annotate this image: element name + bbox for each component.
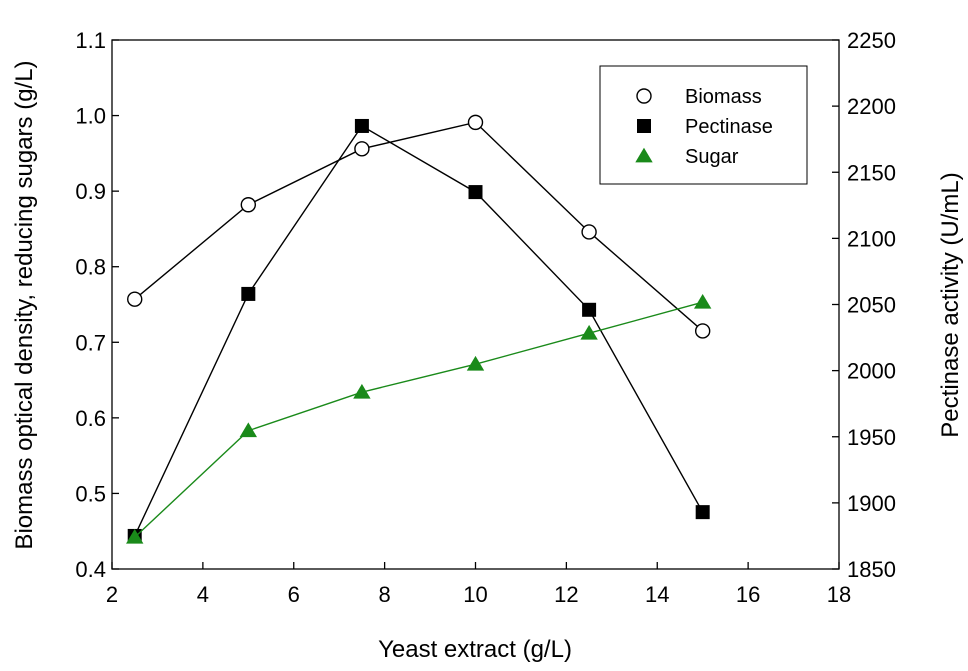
data-point-biomass <box>128 292 142 306</box>
legend-label-pectinase: Pectinase <box>685 116 773 138</box>
x-tick-label: 8 <box>379 582 391 607</box>
x-tick-label: 12 <box>554 582 578 607</box>
y-tick-label: 1.1 <box>75 28 106 53</box>
data-point-sugar <box>581 326 597 340</box>
x-axis-label: Yeast extract (g/L) <box>378 636 572 663</box>
y2-axis-ticks: 1850 1900 1950 2000 2050 2100 2150 2200 2250 <box>832 28 896 582</box>
x-tick-label: 2 <box>106 582 118 607</box>
series-line-sugar <box>135 302 703 537</box>
legend-marker-biomass <box>637 89 651 103</box>
y-axis-label: Biomass optical density, reducing sugars… <box>11 60 38 549</box>
data-point-sugar <box>240 423 256 437</box>
y-tick-label: 0.8 <box>75 255 106 280</box>
legend: Biomass Pectinase Sugar <box>600 66 807 184</box>
data-point-pectinase <box>242 287 255 300</box>
legend-marker-pectinase <box>638 120 651 133</box>
data-point-biomass <box>582 225 596 239</box>
x-tick-label: 10 <box>463 582 487 607</box>
series-sugar <box>127 295 711 544</box>
data-point-pectinase <box>355 119 368 132</box>
y-tick-label: 0.6 <box>75 406 106 431</box>
y2-tick-label: 1850 <box>847 557 896 582</box>
y2-tick-label: 2100 <box>847 226 896 251</box>
data-point-pectinase <box>696 506 709 519</box>
data-point-biomass <box>469 115 483 129</box>
legend-label-sugar: Sugar <box>685 146 739 168</box>
x-tick-label: 6 <box>288 582 300 607</box>
data-point-biomass <box>355 142 369 156</box>
x-tick-label: 16 <box>736 582 760 607</box>
series-line-pectinase <box>135 126 703 536</box>
y2-tick-label: 2000 <box>847 359 896 384</box>
data-point-sugar <box>468 357 484 371</box>
legend-label-biomass: Biomass <box>685 86 762 108</box>
y2-axis-label: Pectinase activity (U/mL) <box>937 172 964 437</box>
y-tick-label: 0.5 <box>75 481 106 506</box>
data-point-pectinase <box>469 186 482 199</box>
data-point-biomass <box>696 324 710 338</box>
y-tick-label: 0.4 <box>75 557 106 582</box>
y2-tick-label: 2150 <box>847 160 896 185</box>
y2-tick-label: 2250 <box>847 28 896 53</box>
y-tick-label: 1.0 <box>75 104 106 129</box>
y2-tick-label: 1900 <box>847 491 896 516</box>
data-point-sugar <box>695 295 711 309</box>
data-point-biomass <box>241 198 255 212</box>
y-tick-label: 0.7 <box>75 330 106 355</box>
y2-tick-label: 2050 <box>847 293 896 318</box>
x-tick-label: 18 <box>827 582 851 607</box>
x-tick-label: 4 <box>197 582 209 607</box>
x-tick-label: 14 <box>645 582 669 607</box>
y2-tick-label: 1950 <box>847 425 896 450</box>
data-point-pectinase <box>583 303 596 316</box>
y2-tick-label: 2200 <box>847 94 896 119</box>
y-tick-label: 0.9 <box>75 179 106 204</box>
